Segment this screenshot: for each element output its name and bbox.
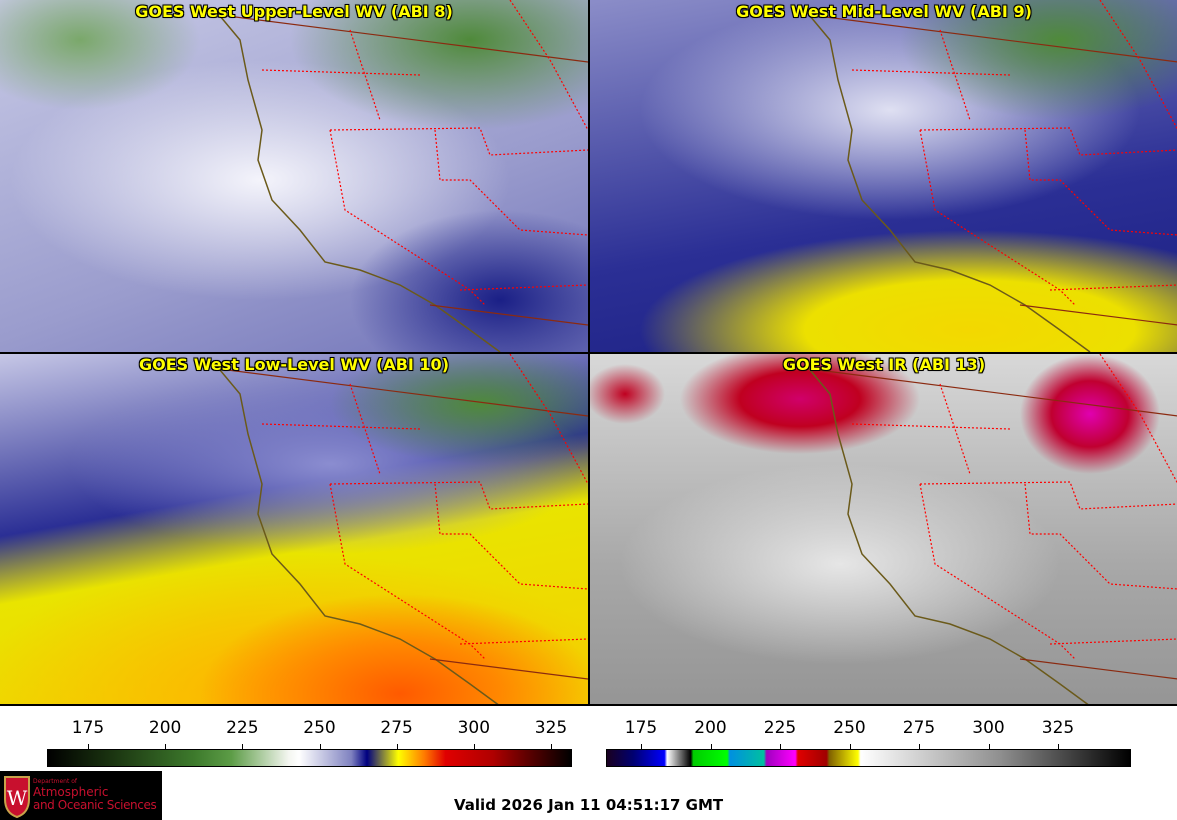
- uw-crest-icon: W: [4, 776, 30, 818]
- panel-divider: [0, 704, 1177, 706]
- aos-logo: W Department of Atmospheric and Oceanic …: [0, 771, 162, 820]
- valid-time: Valid 2026 Jan 11 04:51:17 GMT: [454, 796, 724, 814]
- colorbar-tick: [710, 744, 712, 749]
- coastline: [214, 9, 501, 352]
- panel-title: GOES West IR (ABI 13): [782, 355, 986, 374]
- colorbar-tick-label: 300: [457, 718, 491, 738]
- colorbar-tick: [165, 744, 167, 749]
- wv-colorbar: [47, 749, 572, 767]
- logo-line1: Department of: [33, 778, 77, 785]
- colorbar-tick-label: 225: [226, 718, 259, 738]
- panel-mid-level-wv: GOES West Mid-Level WV (ABI 9): [590, 0, 1177, 352]
- ir-colorbar: [606, 749, 1131, 767]
- colorbar-tick-label: 225: [763, 718, 797, 738]
- country-border: [809, 368, 1177, 680]
- colorbar-tick: [88, 744, 89, 749]
- colorbar-tick-label: 250: [303, 718, 336, 738]
- state-borders: [261, 354, 588, 660]
- colorbar-tick-label: 175: [624, 718, 658, 738]
- colorbar-tick-label: 275: [902, 718, 936, 738]
- country-border: [219, 14, 588, 326]
- colorbar-tick-label: 300: [972, 718, 1005, 738]
- coastline: [214, 363, 501, 706]
- map-overlay: [804, 354, 1177, 706]
- colorbar-tick: [919, 744, 920, 749]
- colorbar-tick-label: 175: [71, 718, 105, 738]
- colorbar-tick: [641, 744, 642, 749]
- panel-ir: GOES West IR (ABI 13): [590, 354, 1177, 706]
- panel-upper-level-wv: GOES West Upper-Level WV (ABI 8): [0, 0, 588, 352]
- colorbar-tick: [1058, 744, 1059, 749]
- logo-line3: and Oceanic Sciences: [33, 798, 157, 812]
- coastline: [804, 363, 1091, 706]
- panel-title: GOES West Mid-Level WV (ABI 9): [736, 2, 1032, 21]
- colorbar-tick: [396, 744, 398, 749]
- panel-low-level-wv: GOES West Low-Level WV (ABI 10): [0, 354, 588, 706]
- colorbar-tick-label: 200: [148, 718, 182, 738]
- colorbar-tick: [473, 744, 475, 749]
- colorbar-tick-label: 200: [694, 718, 727, 738]
- colorbar-tick-label: 325: [534, 718, 568, 738]
- state-borders: [261, 0, 588, 306]
- map-overlay: [214, 354, 588, 706]
- colorbar-tick-label: 250: [833, 718, 866, 738]
- colorbar-tick: [988, 744, 990, 749]
- colorbar-tick: [551, 744, 552, 749]
- map-overlay: [804, 0, 1177, 352]
- colorbar-tick-label: 275: [380, 718, 413, 738]
- colorbar-tick: [242, 744, 244, 749]
- svg-text:W: W: [7, 786, 28, 810]
- colorbar-tick: [849, 744, 851, 749]
- state-borders: [851, 0, 1177, 306]
- colorbar-tick-label: 325: [1041, 718, 1075, 738]
- coastline: [804, 9, 1091, 352]
- panel-title: GOES West Low-Level WV (ABI 10): [138, 355, 449, 374]
- map-overlay: [214, 0, 588, 352]
- colorbar-tick: [319, 744, 321, 749]
- panel-divider: [0, 352, 1177, 354]
- colorbar-tick: [780, 744, 781, 749]
- country-border: [219, 368, 588, 680]
- state-borders: [851, 354, 1177, 660]
- logo-line2: Atmospheric: [33, 785, 109, 799]
- panel-title: GOES West Upper-Level WV (ABI 8): [135, 2, 453, 21]
- country-border: [809, 14, 1177, 326]
